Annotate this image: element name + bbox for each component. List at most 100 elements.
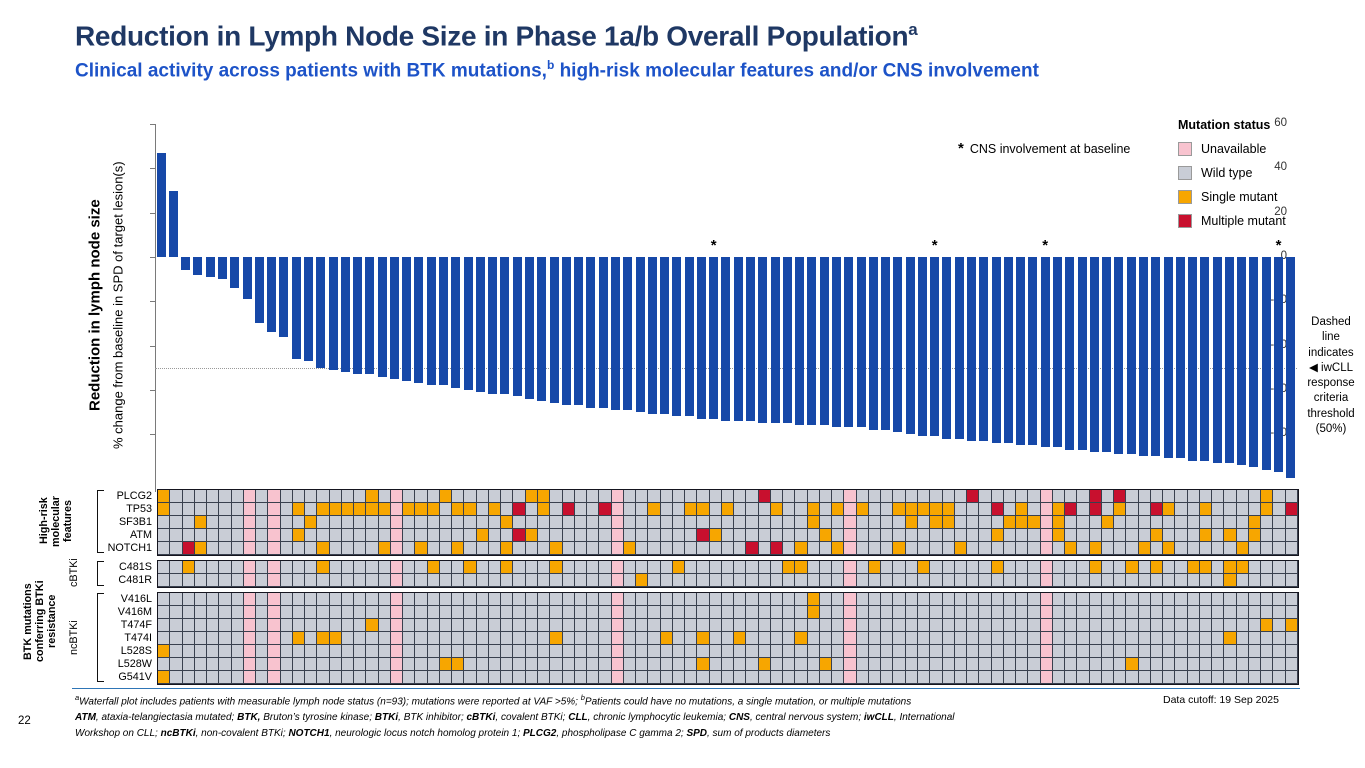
heatmap-cell-wild-type [832,645,845,658]
heatmap-cell-wild-type [685,658,698,671]
heatmap-cell-wild-type [403,658,416,671]
heatmap-cell-wild-type [476,606,489,619]
heatmap-cell-wild-type [1003,593,1017,606]
legend-title: Mutation status [1178,118,1271,132]
heatmap-cell-wild-type [905,593,918,606]
heatmap-cell-wild-type [734,658,747,671]
heatmap-cell-wild-type [1077,658,1090,671]
heatmap-cell-wild-type [1248,593,1262,606]
heatmap-cell-wild-type [231,619,244,632]
heatmap-cell-wild-type [758,632,771,645]
waterfall-bar [623,257,633,410]
heatmap-cell-wild-type [1077,529,1090,542]
heatmap-cell-wild-type [158,574,171,587]
heatmap-cell-wild-type [685,529,698,542]
legend-label: Wild type [1201,166,1253,180]
heatmap-cell-wild-type [537,593,551,606]
heatmap-cell-single-mutant [1138,542,1151,555]
heatmap-cell-wild-type [697,606,710,619]
heatmap-cell-wild-type [942,593,955,606]
heatmap-cell-wild-type [905,619,918,632]
heatmap-cell-wild-type [770,658,784,671]
heatmap-cell-wild-type [513,658,526,671]
heatmap-cell-wild-type [991,574,1004,587]
heatmap-cell-wild-type [1052,671,1066,684]
heatmap-cell-wild-type [1028,490,1041,503]
heatmap-cell-wild-type [574,593,588,606]
heatmap-cell-wild-type [415,671,428,684]
heatmap-cell-wild-type [1212,671,1225,684]
heatmap-cell-wild-type [1175,606,1188,619]
heatmap-cell-unavailable [611,658,624,671]
heatmap-cell-wild-type [881,561,894,574]
heatmap-cell-wild-type [1065,593,1078,606]
heatmap-cell-single-mutant [341,503,355,516]
heatmap-cell-single-mutant [1199,503,1213,516]
heatmap-cell-wild-type [795,619,808,632]
heatmap-cell-single-mutant [550,542,563,555]
heatmap-cell-wild-type [403,632,416,645]
heatmap-cell-wild-type [819,593,833,606]
heatmap-cell-wild-type [1273,516,1286,529]
heatmap-cell-unavailable [268,503,281,516]
heatmap-cell-wild-type [930,632,943,645]
heatmap-cell-wild-type [893,671,906,684]
legend-label: Multiple mutant [1201,214,1286,228]
heatmap-cell-unavailable [1040,632,1053,645]
heatmap-cell-unavailable [844,516,857,529]
heatmap-cell-wild-type [305,658,318,671]
heatmap-cell-wild-type [660,574,673,587]
heatmap-cell-wild-type [758,574,771,587]
heatmap-cell-unavailable [390,574,404,587]
heatmap-cell-wild-type [868,529,882,542]
heatmap-cell-wild-type [1175,593,1188,606]
heatmap-cell-wild-type [341,671,355,684]
heatmap-cell-unavailable [1040,490,1053,503]
heatmap-cell-wild-type [439,593,453,606]
heatmap-cell-wild-type [158,658,171,671]
heatmap-cell-wild-type [832,658,845,671]
heatmap-cell-wild-type [917,619,931,632]
heatmap-cell-wild-type [856,658,869,671]
heatmap-cell-wild-type [1028,658,1041,671]
heatmap-cell-wild-type [170,606,183,619]
heatmap-cell-wild-type [341,561,355,574]
heatmap-cell-wild-type [464,645,477,658]
heatmap-cell-wild-type [378,561,391,574]
heatmap-cell-wild-type [464,529,477,542]
heatmap-cell-wild-type [783,542,796,555]
y-tick-mark [150,257,155,258]
heatmap-cell-wild-type [672,606,686,619]
heatmap-cell-wild-type [464,516,477,529]
heatmap-cell-wild-type [1126,632,1139,645]
waterfall-bar [954,257,964,439]
heatmap-cell-wild-type [317,490,330,503]
heatmap-cell-single-mutant [1150,561,1164,574]
heatmap-cell-wild-type [501,490,514,503]
heatmap-cell-single-mutant [182,561,195,574]
heatmap-cell-wild-type [893,619,906,632]
heatmap-cell-wild-type [476,671,489,684]
heatmap-cell-wild-type [525,645,538,658]
heatmap-cell-wild-type [807,561,820,574]
waterfall-bar [230,257,240,288]
heatmap-cell-wild-type [1065,561,1078,574]
heatmap-cell-wild-type [1236,516,1249,529]
heatmap-cell-wild-type [1285,529,1298,542]
waterfall-bar [991,257,1001,443]
waterfall-bar [328,257,338,370]
heatmap-cell-wild-type [685,606,698,619]
heatmap-cell-wild-type [1273,606,1286,619]
heatmap-cell-single-mutant [329,503,342,516]
heatmap-cell-unavailable [243,619,257,632]
heatmap-cell-wild-type [1016,542,1029,555]
heatmap-cell-wild-type [305,574,318,587]
heatmap-cell-single-mutant [378,542,391,555]
heatmap-cell-unavailable [844,645,857,658]
heatmap-cell-wild-type [1126,574,1139,587]
heatmap-cell-wild-type [1212,619,1225,632]
legend-swatch [1178,142,1192,156]
heatmap-cell-wild-type [967,516,980,529]
heatmap-cell-multiple-mutant [1285,503,1298,516]
heatmap-cell-wild-type [1114,529,1127,542]
